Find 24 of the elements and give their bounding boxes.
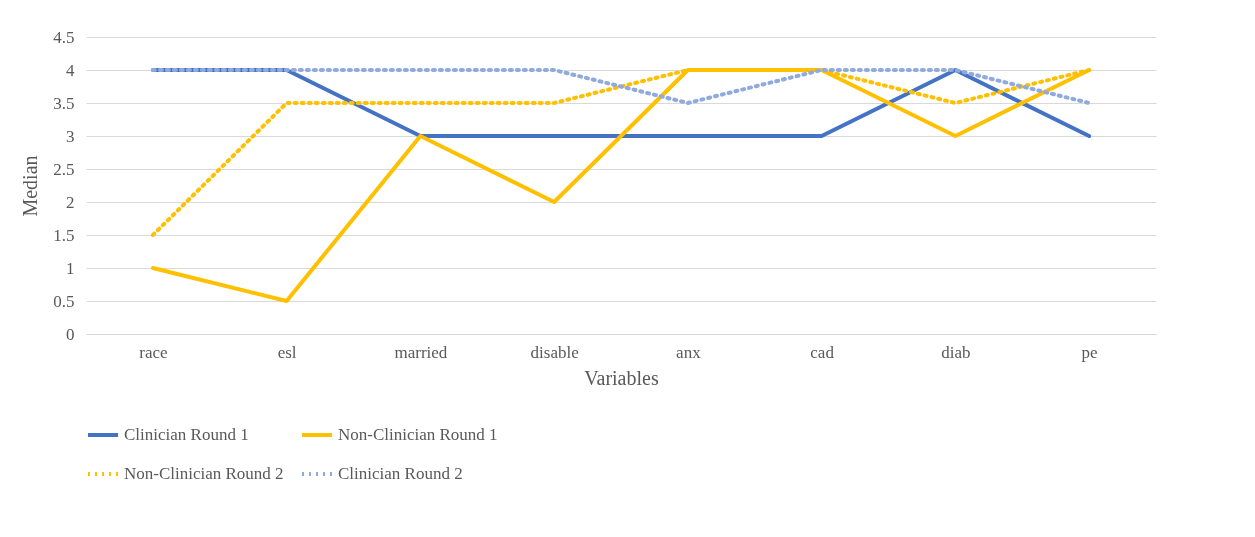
x-tick-label: anx — [676, 342, 702, 362]
legend-label: Clinician Round 2 — [338, 464, 463, 483]
y-tick-label: 2 — [66, 192, 75, 212]
x-tick-label: esl — [277, 342, 297, 362]
y-tick-label: 0 — [66, 324, 75, 344]
y-tick-label: 3 — [66, 126, 75, 146]
legend-label: Non-Clinician Round 2 — [124, 464, 284, 483]
y-tick-label: 4 — [66, 60, 75, 80]
x-tick-label: married — [394, 342, 448, 362]
legend-label: Non-Clinician Round 1 — [338, 425, 498, 444]
y-tick-label: 3.5 — [53, 93, 75, 113]
y-tick-label: 1 — [66, 258, 75, 278]
y-axis-title: Median — [19, 155, 42, 217]
x-tick-label: diab — [941, 342, 971, 362]
y-tick-label: 4.5 — [53, 27, 75, 47]
x-tick-label: disable — [530, 342, 579, 362]
y-tick-label: 1.5 — [53, 225, 75, 245]
legend-label: Clinician Round 1 — [124, 425, 249, 444]
x-tick-label: cad — [810, 342, 835, 362]
x-tick-label: race — [139, 342, 168, 362]
y-tick-label: 0.5 — [53, 291, 75, 311]
x-axis-title: Variables — [584, 366, 659, 389]
x-tick-label: pe — [1081, 342, 1098, 362]
y-tick-label: 2.5 — [53, 159, 75, 179]
